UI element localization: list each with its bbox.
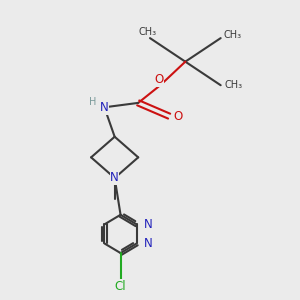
Text: CH₃: CH₃ [139, 27, 157, 37]
Text: O: O [154, 74, 164, 86]
Text: H: H [89, 97, 97, 107]
Text: N: N [100, 101, 109, 114]
Text: CH₃: CH₃ [224, 30, 242, 40]
Text: N: N [110, 172, 119, 184]
Text: Cl: Cl [115, 280, 126, 292]
Text: N: N [144, 237, 153, 250]
Text: CH₃: CH₃ [225, 80, 243, 90]
Text: N: N [144, 218, 153, 231]
Text: O: O [173, 110, 183, 123]
